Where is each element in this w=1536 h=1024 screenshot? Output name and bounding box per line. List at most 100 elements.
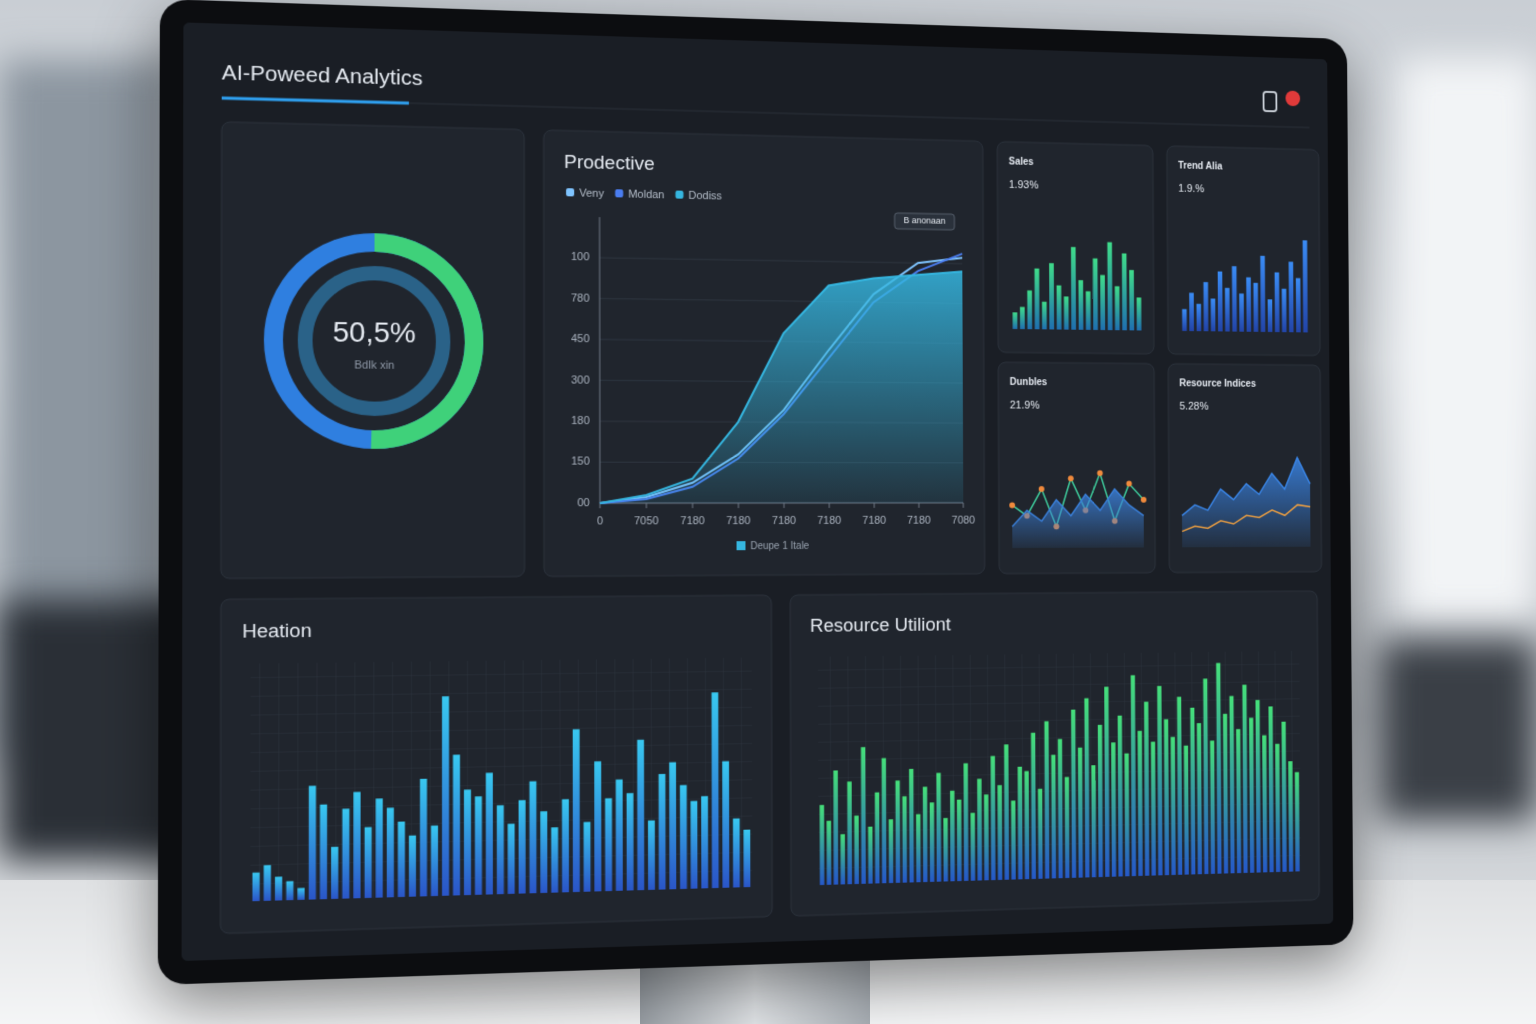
bar (916, 814, 921, 882)
y-tick-label: 100 (571, 251, 590, 263)
bar (957, 800, 962, 882)
background-window (1400, 60, 1536, 620)
x-tick-label: 7050 (634, 515, 659, 527)
bar (252, 872, 259, 901)
caption-swatch (737, 541, 746, 550)
bar (1100, 275, 1105, 330)
bar (1051, 755, 1056, 879)
bar (820, 805, 825, 885)
y-tick-label: 780 (571, 292, 590, 304)
bar (861, 747, 866, 884)
bar (420, 779, 427, 897)
bar (1210, 741, 1215, 874)
bar (1078, 748, 1083, 878)
y-tick-label: 180 (571, 415, 590, 427)
bar (1124, 753, 1129, 876)
bar (1038, 789, 1043, 879)
bar (998, 785, 1003, 880)
bar (875, 792, 880, 883)
bar (1093, 258, 1098, 330)
bar (1275, 744, 1280, 872)
marker (1068, 475, 1074, 481)
bar (833, 770, 838, 884)
bar (486, 773, 493, 895)
bar (1058, 739, 1063, 878)
bar (827, 821, 832, 885)
bar (594, 761, 601, 891)
bar (637, 740, 644, 891)
bar (1203, 282, 1208, 331)
bar (1260, 256, 1265, 332)
y-tick-label: 450 (571, 333, 590, 345)
bar (1151, 742, 1156, 876)
bar (868, 827, 873, 884)
bar (977, 779, 982, 881)
bar (669, 762, 676, 889)
bar (1115, 286, 1120, 330)
bar (691, 801, 698, 889)
bar (1196, 304, 1201, 331)
bar (1042, 302, 1047, 330)
bar (854, 816, 859, 885)
bar (1137, 298, 1142, 331)
bar (1253, 283, 1258, 332)
bar (1013, 312, 1018, 329)
panel-title: Trend Alia (1178, 160, 1223, 172)
x-tick-label: 7180 (817, 515, 841, 527)
bar (453, 755, 460, 896)
bar (1091, 765, 1096, 877)
bar (398, 822, 405, 898)
panel-title: Resource Indices (1179, 378, 1256, 389)
bar (733, 818, 740, 887)
bar (584, 822, 591, 892)
bar (286, 881, 293, 900)
monitor: AI-Poweed Analytics 50,5% Bdlk xin Prodect… (158, 0, 1354, 985)
bar (1071, 247, 1076, 330)
bar (847, 782, 852, 885)
bar (1049, 263, 1054, 329)
bar (320, 804, 327, 899)
legend-swatch (675, 191, 683, 199)
bar (936, 773, 941, 882)
bar (1011, 801, 1016, 880)
x-tick-label: 7180 (726, 515, 750, 527)
bar (1024, 771, 1029, 879)
bar (1020, 307, 1025, 329)
bar (991, 756, 996, 880)
bar (1071, 710, 1076, 878)
bar (1296, 278, 1301, 332)
bar (1065, 777, 1070, 878)
bar (744, 830, 751, 888)
x-tick-label: 7180 (862, 515, 886, 527)
bar (950, 791, 955, 882)
bar (648, 820, 655, 890)
bar (1211, 299, 1216, 332)
bar (353, 792, 360, 898)
bar (943, 818, 948, 882)
donut-subtitle: Bdlk xin (354, 359, 394, 372)
bar (616, 779, 623, 890)
marker (1039, 486, 1045, 492)
bar (508, 824, 515, 894)
bar (1164, 719, 1169, 875)
bar (297, 888, 304, 900)
bar (1184, 746, 1189, 875)
bar (1232, 266, 1237, 331)
bar (1218, 271, 1223, 331)
bar (529, 781, 536, 893)
bar (1057, 285, 1062, 329)
bar (1225, 288, 1230, 332)
bar (971, 813, 976, 881)
legend-swatch (615, 189, 623, 197)
x-tick-label: 7080 (952, 515, 976, 527)
bar (930, 802, 935, 881)
bar (1098, 725, 1103, 877)
background-furniture (1380, 640, 1536, 820)
panel-kpi: 1.93% (1009, 179, 1039, 191)
bar (895, 781, 900, 883)
bar (1295, 772, 1300, 871)
marker (1126, 481, 1132, 487)
legend-swatch (566, 188, 574, 196)
bar (342, 809, 349, 899)
legend-label: Veny (579, 187, 604, 199)
